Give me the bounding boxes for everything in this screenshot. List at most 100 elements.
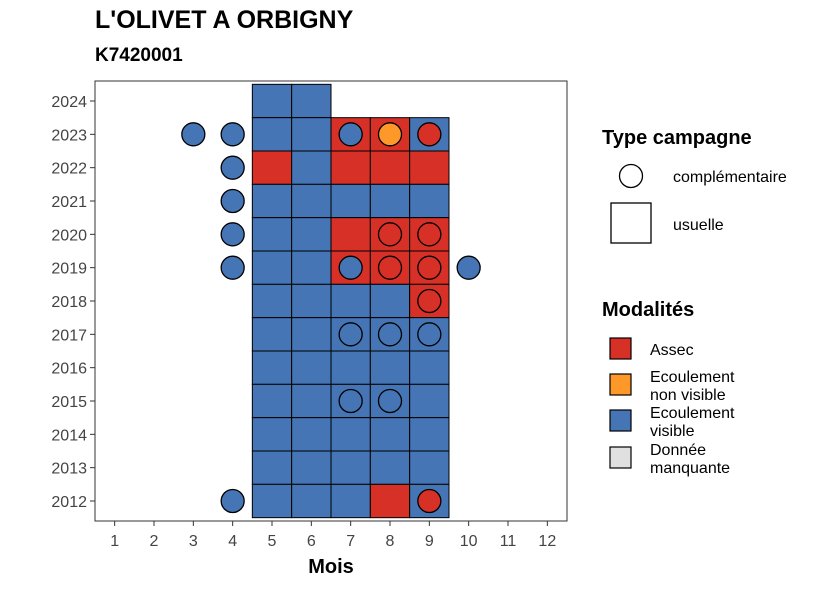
point-2022-4 [220, 155, 245, 180]
tile-2022-8 [369, 150, 411, 185]
x-tick-label-1: 1 [110, 533, 119, 550]
tile-2017-6 [291, 317, 332, 352]
legend-label-3-1: manquante [650, 460, 730, 477]
point-2019-8 [377, 255, 403, 280]
tile-2022-7 [330, 150, 371, 185]
tile-2015-6 [291, 383, 332, 419]
legend-key-0 [609, 337, 632, 360]
tile-2021-9 [409, 183, 450, 219]
y-tick-label-2022: 2022 [51, 161, 87, 178]
y-tick-label-2019: 2019 [51, 261, 87, 278]
point-2023-3 [181, 122, 206, 147]
x-tick-label-5: 5 [268, 533, 277, 550]
tile-2012-6 [291, 483, 332, 519]
point-2023-7 [338, 122, 363, 147]
tile-2024-6 [291, 83, 332, 119]
point-2020-9 [417, 222, 442, 247]
tile-2012-8 [369, 483, 411, 519]
legend-modalites-title: Modalités [602, 299, 694, 321]
tile-2022-6 [291, 150, 332, 185]
tile-2016-7 [330, 350, 371, 385]
y-tick-label-2013: 2013 [51, 461, 87, 478]
point-2019-7 [338, 255, 363, 280]
tile-2019-5 [251, 250, 293, 285]
y-tick-label-2014: 2014 [51, 427, 87, 444]
tile-2015-5 [251, 383, 293, 419]
x-tick-label-9: 9 [425, 533, 434, 550]
tile-2023-6 [291, 117, 332, 152]
x-tick-label-4: 4 [228, 533, 237, 550]
point-2019-4 [220, 255, 245, 280]
y-tick-label-2017: 2017 [51, 327, 87, 344]
legend-label-2-0: Ecoulement [650, 405, 735, 422]
tile-2012-5 [251, 483, 293, 519]
tile-2014-9 [409, 417, 450, 452]
x-axis-title: Mois [308, 556, 354, 578]
y-tick-label-2020: 2020 [51, 227, 87, 244]
y-tick-label-2024: 2024 [51, 94, 87, 111]
legend-key-3 [609, 446, 632, 469]
tile-2016-8 [369, 350, 411, 385]
point-2017-8 [377, 322, 403, 347]
tile-2023-5 [251, 117, 293, 152]
x-tick-label-2: 2 [150, 533, 159, 550]
x-axis: 1 2 3 4 5 6 7 8 9 10 11 12 [110, 521, 556, 550]
tile-2016-6 [291, 350, 332, 385]
tile-2016-5 [251, 350, 293, 385]
point-2015-7 [338, 388, 363, 414]
x-tick-label-12: 12 [538, 533, 556, 550]
tile-2019-6 [291, 250, 332, 285]
legend-circle-key [618, 163, 644, 189]
y-tick-label-2023: 2023 [51, 127, 87, 144]
chart-subtitle: K7420001 [95, 45, 183, 66]
tile-2020-5 [251, 217, 293, 252]
y-axis: 2012 2013 2014 2015 2016 2017 2018 2019 2020 2021… [51, 94, 95, 511]
y-tick-label-2021: 2021 [51, 194, 87, 211]
y-tick-label-2018: 2018 [51, 294, 87, 311]
tile-2022-9 [409, 150, 450, 185]
x-tick-label-7: 7 [346, 533, 355, 550]
tile-2016-9 [409, 350, 450, 385]
tile-2014-6 [291, 417, 332, 452]
tile-2020-7 [330, 217, 371, 252]
point-2015-8 [377, 388, 403, 414]
point-2023-8 [377, 122, 403, 147]
tile-2021-6 [291, 183, 332, 219]
tile-2014-7 [330, 417, 371, 452]
point-2020-8 [377, 222, 403, 247]
legend-key-2 [609, 409, 632, 432]
tile-2015-9 [409, 383, 450, 419]
point-2018-9 [417, 288, 442, 314]
y-tick-label-2016: 2016 [51, 361, 87, 378]
point-2020-4 [220, 222, 245, 247]
legend-key-1 [609, 373, 632, 396]
tile-2012-7 [330, 483, 371, 519]
tile-2018-6 [291, 283, 332, 319]
tile-2013-5 [251, 450, 293, 485]
legend-type-title: Type campagne [602, 127, 752, 149]
legend: Type campagne complémentaire usuelle Modali… [602, 127, 787, 477]
x-tick-label-10: 10 [460, 533, 478, 550]
tile-2013-6 [291, 450, 332, 485]
tile-2014-8 [369, 417, 411, 452]
tile-2022-5 [251, 150, 293, 185]
tile-2018-5 [251, 283, 293, 319]
point-2012-4 [220, 488, 245, 514]
legend-label-1-0: Ecoulement [650, 369, 735, 386]
chart-title: L'OLIVET A ORBIGNY [95, 6, 354, 34]
legend-square-key [610, 202, 652, 244]
tile-2018-8 [369, 283, 411, 319]
legend-label-1-1: non visible [650, 387, 726, 404]
tile-2024-5 [251, 83, 293, 119]
legend-label-0: Assec [650, 342, 694, 359]
tile-2021-8 [369, 183, 411, 219]
point-2012-9 [417, 488, 442, 514]
x-tick-label-11: 11 [500, 533, 517, 550]
y-tick-label-2015: 2015 [51, 394, 87, 411]
point-2019-10 [456, 255, 481, 280]
tile-2021-5 [251, 183, 293, 219]
point-2021-4 [220, 188, 245, 214]
tile-2021-7 [330, 183, 371, 219]
legend-label-3-0: Donnée [650, 442, 706, 459]
